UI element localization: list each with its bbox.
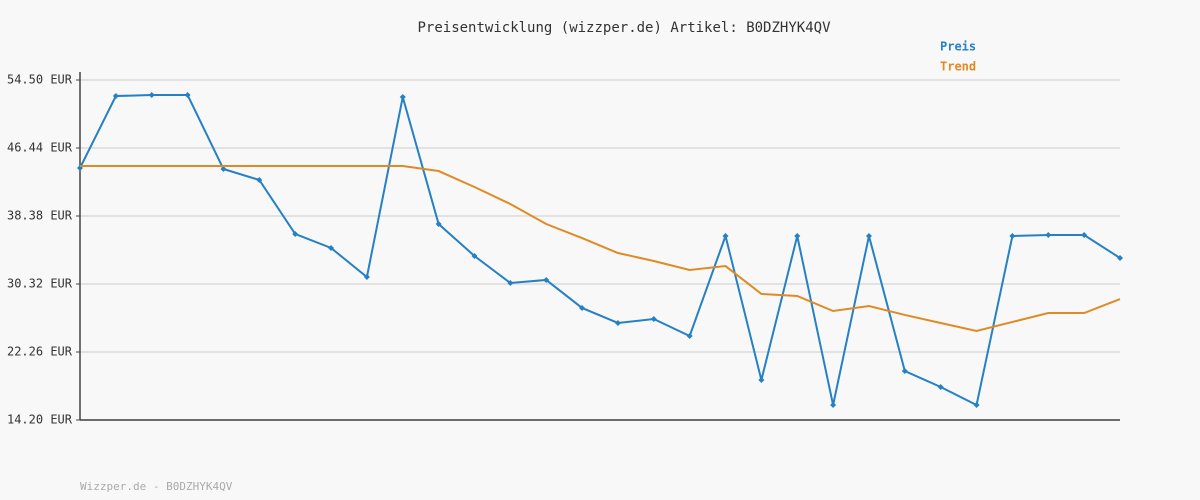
y-tick-label: 30.32 EUR [7, 277, 73, 291]
point-marker [830, 401, 837, 408]
point-marker [794, 232, 801, 239]
point-marker [650, 316, 657, 323]
point-marker [184, 92, 191, 99]
series-line [80, 164, 1121, 333]
point-marker [614, 319, 621, 326]
point-marker [1009, 232, 1016, 239]
point-marker [148, 92, 155, 99]
point-marker [256, 176, 263, 183]
point-marker [1117, 255, 1123, 262]
point-marker [435, 221, 442, 228]
point-marker [399, 94, 406, 101]
point-marker [1045, 231, 1052, 238]
legend-label: Preis [940, 40, 976, 54]
y-tick-label: 46.44 EUR [7, 141, 73, 155]
point-marker [722, 232, 729, 239]
point-marker [543, 276, 550, 283]
point-marker [220, 166, 227, 173]
point-marker [579, 304, 586, 311]
point-marker [112, 93, 119, 100]
series-line [79, 94, 1121, 407]
point-marker [1081, 231, 1088, 238]
point-marker [901, 367, 908, 374]
chart-title: Preisentwicklung (wizzper.de) Artikel: B… [417, 20, 831, 36]
point-marker [328, 244, 335, 251]
footer: Wizzper.de - B0DZHYK4QV [80, 480, 233, 493]
point-marker [471, 252, 478, 259]
point-marker [292, 230, 299, 237]
point-marker [973, 401, 980, 408]
point-marker [758, 377, 765, 384]
point-marker [686, 332, 693, 339]
point-marker [363, 273, 370, 280]
point-marker [937, 384, 944, 391]
y-tick-label: 22.26 EUR [7, 345, 73, 359]
y-tick-label: 14.20 EUR [7, 413, 73, 427]
point-marker [865, 232, 872, 239]
y-tick-label: 54.50 EUR [7, 73, 73, 87]
legend-label: Trend [940, 60, 976, 74]
point-marker [507, 279, 514, 286]
y-tick-label: 38.38 EUR [7, 209, 73, 223]
